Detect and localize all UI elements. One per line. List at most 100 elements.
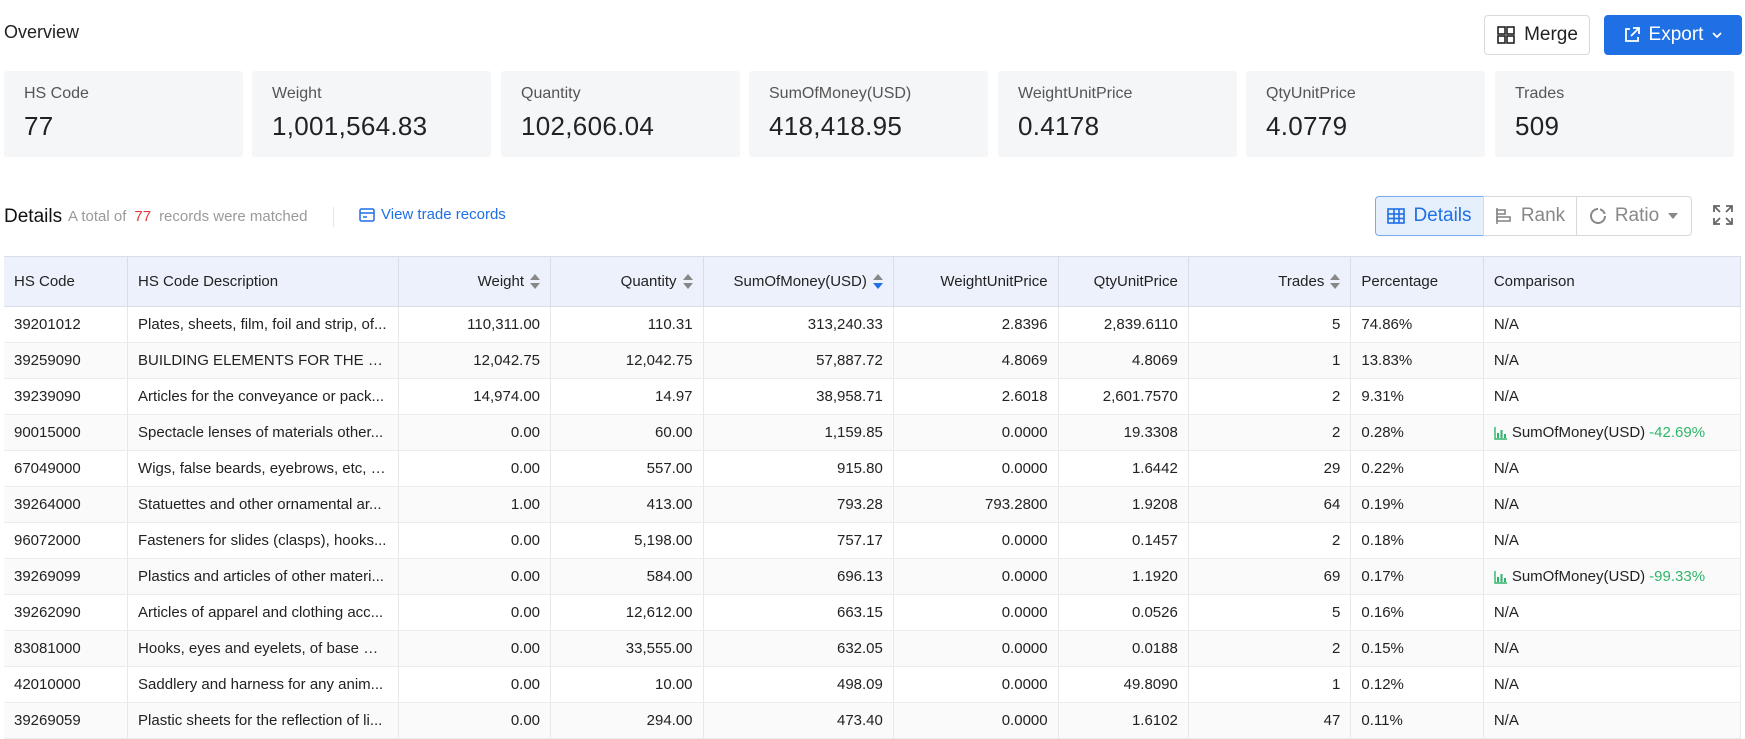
comparison-cell: SumOfMoney(USD) -42.69%	[1483, 414, 1742, 451]
col-weight-label: Weight	[477, 272, 525, 290]
weight-cell: 110,311.00	[398, 306, 552, 343]
sort-icon[interactable]	[682, 274, 693, 290]
stat-card-weight: Weight 1,001,564.83	[252, 71, 491, 157]
table-row[interactable]: 39239090 Articles for the conveyance or p…	[4, 378, 1742, 415]
table-row[interactable]: 39262090 Articles of apparel and clothing…	[4, 594, 1742, 631]
weight-cell: 0.00	[398, 594, 552, 631]
table-row[interactable]: 83081000 Hooks, eyes and eyelets, of base…	[4, 630, 1742, 667]
stat-label: SumOfMoney(USD)	[769, 85, 912, 102]
quantity-cell: 557.00	[550, 450, 704, 487]
hs-code-table: HS Code HS Code Description Weight Quant…	[4, 256, 1742, 739]
sum-of-money-cell: 663.15	[703, 594, 894, 631]
sort-icon[interactable]	[1330, 274, 1341, 290]
sort-desc-icon[interactable]	[872, 274, 883, 290]
comparison-cell: N/A	[1483, 342, 1742, 379]
stat-value: 102,606.04	[521, 111, 655, 141]
view-trade-records-link[interactable]: View trade records	[359, 206, 506, 223]
weight-cell: 0.00	[398, 522, 552, 559]
quantity-cell: 10.00	[550, 666, 704, 703]
total-count: 77	[134, 208, 152, 225]
weight-cell: 0.00	[398, 666, 552, 703]
table-row[interactable]: 39269099 Plastics and articles of other m…	[4, 558, 1742, 595]
stat-label: Trades	[1515, 85, 1565, 102]
table-row[interactable]: 39201012 Plates, sheets, film, foil and s…	[4, 306, 1742, 343]
view-rank-tab[interactable]: Rank	[1483, 196, 1577, 236]
sum-of-money-cell: 757.17	[703, 522, 894, 559]
comparison-cell: N/A	[1483, 378, 1742, 415]
stat-value: 509	[1515, 111, 1560, 141]
comparison-cell: N/A	[1483, 702, 1742, 739]
stat-cards: HS Code 77 Weight 1,001,564.83 Quantity …	[4, 71, 1745, 157]
hs-code-cell: 96072000	[4, 522, 129, 559]
comparison-cell: SumOfMoney(USD) -99.33%	[1483, 558, 1742, 595]
hs-code-cell: 42010000	[4, 666, 129, 703]
comparison-cell: N/A	[1483, 522, 1742, 559]
view-rank-label: Rank	[1520, 205, 1566, 226]
weight-unit-price-cell: 0.0000	[893, 594, 1059, 631]
sum-of-money-cell: 1,159.85	[703, 414, 894, 451]
table-row[interactable]: 67049000 Wigs, false beards, eyebrows, et…	[4, 450, 1742, 487]
description-cell: Wigs, false beards, eyebrows, etc, n...	[127, 450, 399, 487]
qty-unit-price-cell: 0.0188	[1058, 630, 1189, 667]
view-ratio-label: Ratio	[1614, 205, 1660, 226]
description-cell: Plastics and articles of other materi...	[127, 558, 399, 595]
table-row[interactable]: 39264000 Statuettes and other ornamental …	[4, 486, 1742, 523]
table-row[interactable]: 39259090 BUILDING ELEMENTS FOR THE MA... 1…	[4, 342, 1742, 379]
col-hs-code: HS Code	[4, 256, 129, 307]
col-sum-of-money-label: SumOfMoney(USD)	[733, 272, 867, 290]
comparison-change: -42.69%	[1649, 424, 1706, 441]
weight-unit-price-cell: 0.0000	[893, 666, 1059, 703]
trades-cell: 1	[1188, 342, 1352, 379]
percentage-cell: 0.17%	[1350, 558, 1484, 595]
view-details-tab[interactable]: Details	[1375, 196, 1484, 236]
quantity-cell: 5,198.00	[550, 522, 704, 559]
hs-code-cell: 39269059	[4, 702, 129, 739]
merge-button[interactable]: Merge	[1484, 15, 1590, 55]
col-trades[interactable]: Trades	[1188, 256, 1352, 307]
stat-card-hs-code: HS Code 77	[4, 71, 243, 157]
weight-unit-price-cell: 2.8396	[893, 306, 1059, 343]
fullscreen-icon[interactable]	[1712, 204, 1734, 226]
col-qty-unit-price: QtyUnitPrice	[1058, 256, 1189, 307]
description-cell: BUILDING ELEMENTS FOR THE MA...	[127, 342, 399, 379]
quantity-cell: 33,555.00	[550, 630, 704, 667]
weight-unit-price-cell: 0.0000	[893, 522, 1059, 559]
caret-down-icon	[1668, 213, 1679, 219]
sort-icon[interactable]	[530, 274, 541, 290]
view-ratio-dropdown[interactable]: Ratio	[1576, 196, 1692, 236]
comparison-cell: N/A	[1483, 666, 1742, 703]
sum-of-money-cell: 793.28	[703, 486, 894, 523]
qty-unit-price-cell: 1.6442	[1058, 450, 1189, 487]
hs-code-cell: 39201012	[4, 306, 129, 343]
weight-cell: 0.00	[398, 702, 552, 739]
merge-label: Merge	[1524, 24, 1578, 45]
table-header-row: HS Code HS Code Description Weight Quant…	[4, 256, 1742, 307]
export-button[interactable]: Export	[1604, 15, 1742, 55]
col-weight[interactable]: Weight	[398, 256, 552, 307]
quantity-cell: 294.00	[550, 702, 704, 739]
table-row[interactable]: 42010000 Saddlery and harness for any ani…	[4, 666, 1742, 703]
trades-cell: 5	[1188, 594, 1352, 631]
description-cell: Articles for the conveyance or pack...	[127, 378, 399, 415]
description-cell: Saddlery and harness for any anim...	[127, 666, 399, 703]
percentage-cell: 0.22%	[1350, 450, 1484, 487]
col-sum-of-money[interactable]: SumOfMoney(USD)	[703, 256, 894, 307]
stat-card-weight-unit-price: WeightUnitPrice 0.4178	[998, 71, 1237, 157]
table-row[interactable]: 96072000 Fasteners for slides (clasps), h…	[4, 522, 1742, 559]
table-row[interactable]: 90015000 Spectacle lenses of materials ot…	[4, 414, 1742, 451]
table-row[interactable]: 39269059 Plastic sheets for the reflectio…	[4, 702, 1742, 739]
table-icon	[1387, 208, 1406, 224]
weight-cell: 14,974.00	[398, 378, 552, 415]
merge-icon	[1497, 26, 1515, 44]
col-quantity[interactable]: Quantity	[550, 256, 704, 307]
qty-unit-price-cell: 1.1920	[1058, 558, 1189, 595]
sum-of-money-cell: 473.40	[703, 702, 894, 739]
description-cell: Spectacle lenses of materials other...	[127, 414, 399, 451]
details-toolbar: Details A total of 77 records were matched…	[0, 196, 1745, 238]
page-title: Overview	[4, 22, 80, 42]
stat-value: 4.0779	[1266, 111, 1348, 141]
description-cell: Statuettes and other ornamental ar...	[127, 486, 399, 523]
description-cell: Plastic sheets for the reflection of li.…	[127, 702, 399, 739]
hs-code-cell: 90015000	[4, 414, 129, 451]
stat-value: 0.4178	[1018, 111, 1100, 141]
